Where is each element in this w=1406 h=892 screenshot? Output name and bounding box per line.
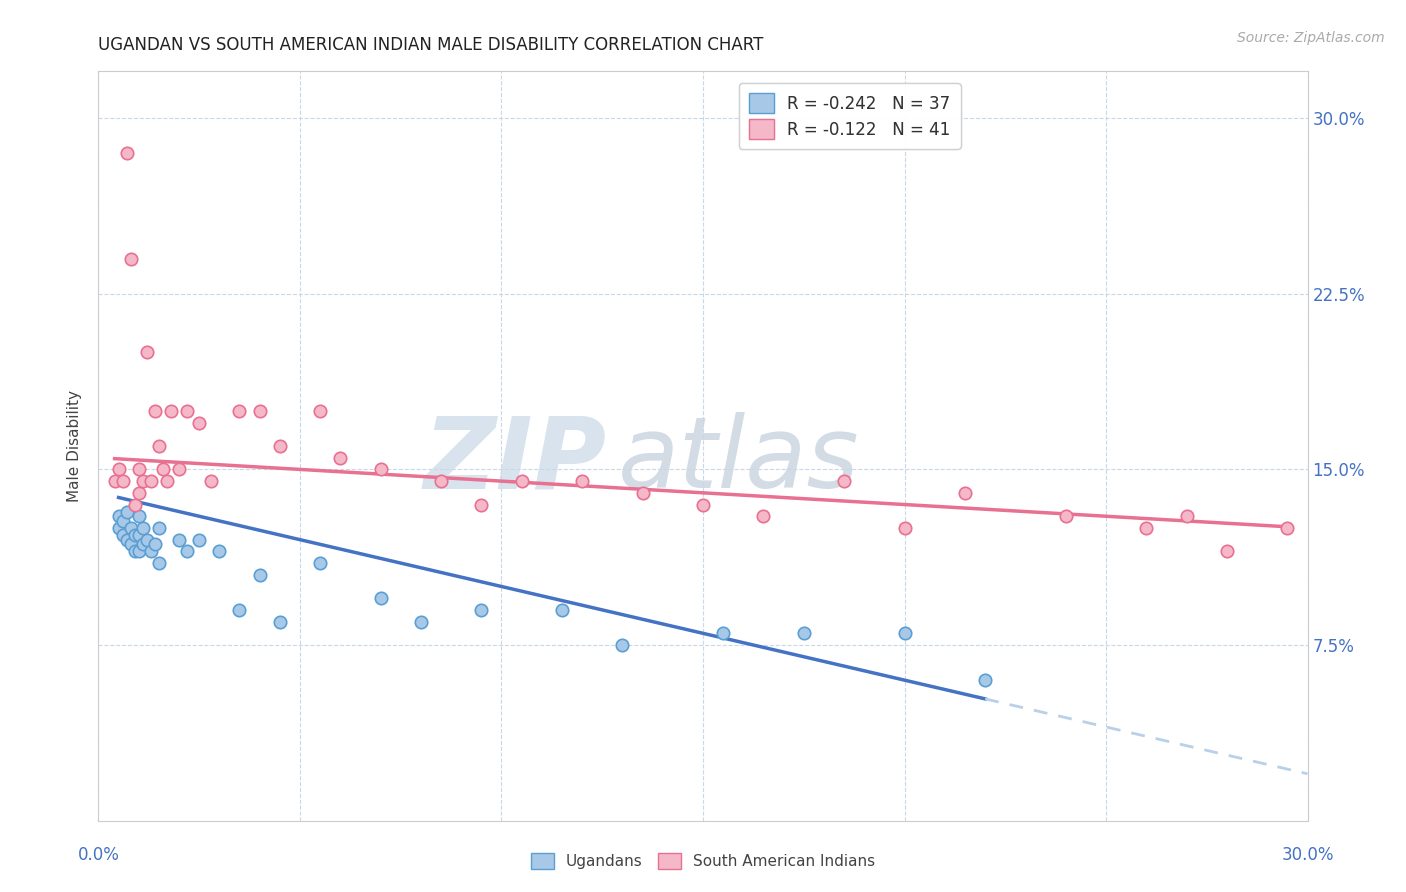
Y-axis label: Male Disability: Male Disability [67,390,83,502]
Point [143,537,166,551]
Point [124,544,146,558]
Point [793,626,815,640]
Point [612,638,634,652]
Point [148,439,170,453]
Point [135,533,157,547]
Point [132,537,155,551]
Point [309,556,332,570]
Point [188,533,211,547]
Point [269,439,291,453]
Point [156,474,179,488]
Point [139,474,162,488]
Point [139,544,162,558]
Point [953,485,976,500]
Point [167,533,190,547]
Point [329,450,352,465]
Point [128,509,150,524]
Point [115,505,138,519]
Text: 0.0%: 0.0% [77,846,120,863]
Point [370,462,392,476]
Point [711,626,734,640]
Legend: Ugandans, South American Indians: Ugandans, South American Indians [524,847,882,875]
Point [124,528,146,542]
Point [111,514,134,528]
Point [128,485,150,500]
Point [1175,509,1198,524]
Point [120,252,142,266]
Point [832,474,855,488]
Point [188,416,211,430]
Text: ZIP: ZIP [423,412,606,509]
Point [111,528,134,542]
Point [200,474,222,488]
Point [176,544,198,558]
Point [370,591,392,606]
Point [510,474,533,488]
Point [160,404,183,418]
Point [132,521,155,535]
Text: UGANDAN VS SOUTH AMERICAN INDIAN MALE DISABILITY CORRELATION CHART: UGANDAN VS SOUTH AMERICAN INDIAN MALE DI… [98,36,763,54]
Point [1054,509,1077,524]
Point [115,533,138,547]
Point [409,615,432,629]
Point [208,544,231,558]
Point [135,345,157,359]
Point [107,509,129,524]
Point [249,404,271,418]
Point [470,498,492,512]
Point [228,404,250,418]
Point [107,521,129,535]
Point [176,404,198,418]
Legend: R = -0.242   N = 37, R = -0.122   N = 41: R = -0.242 N = 37, R = -0.122 N = 41 [740,84,960,149]
Point [120,537,142,551]
Point [111,474,134,488]
Point [124,498,146,512]
Point [167,462,190,476]
Point [551,603,574,617]
Point [309,404,332,418]
Point [692,498,714,512]
Point [1135,521,1157,535]
Point [132,474,155,488]
Point [631,485,654,500]
Point [228,603,250,617]
Point [148,521,170,535]
Point [752,509,775,524]
Point [128,462,150,476]
Point [128,544,150,558]
Point [103,474,125,488]
Point [571,474,593,488]
Point [1216,544,1239,558]
Point [1277,521,1299,535]
Text: 30.0%: 30.0% [1281,846,1334,863]
Point [470,603,492,617]
Point [893,521,915,535]
Point [430,474,453,488]
Point [269,615,291,629]
Text: atlas: atlas [619,412,860,509]
Point [249,567,271,582]
Point [115,146,138,161]
Point [107,462,129,476]
Point [128,528,150,542]
Point [152,462,174,476]
Point [143,404,166,418]
Text: Source: ZipAtlas.com: Source: ZipAtlas.com [1237,31,1385,45]
Point [893,626,915,640]
Point [974,673,997,688]
Point [148,556,170,570]
Point [120,521,142,535]
